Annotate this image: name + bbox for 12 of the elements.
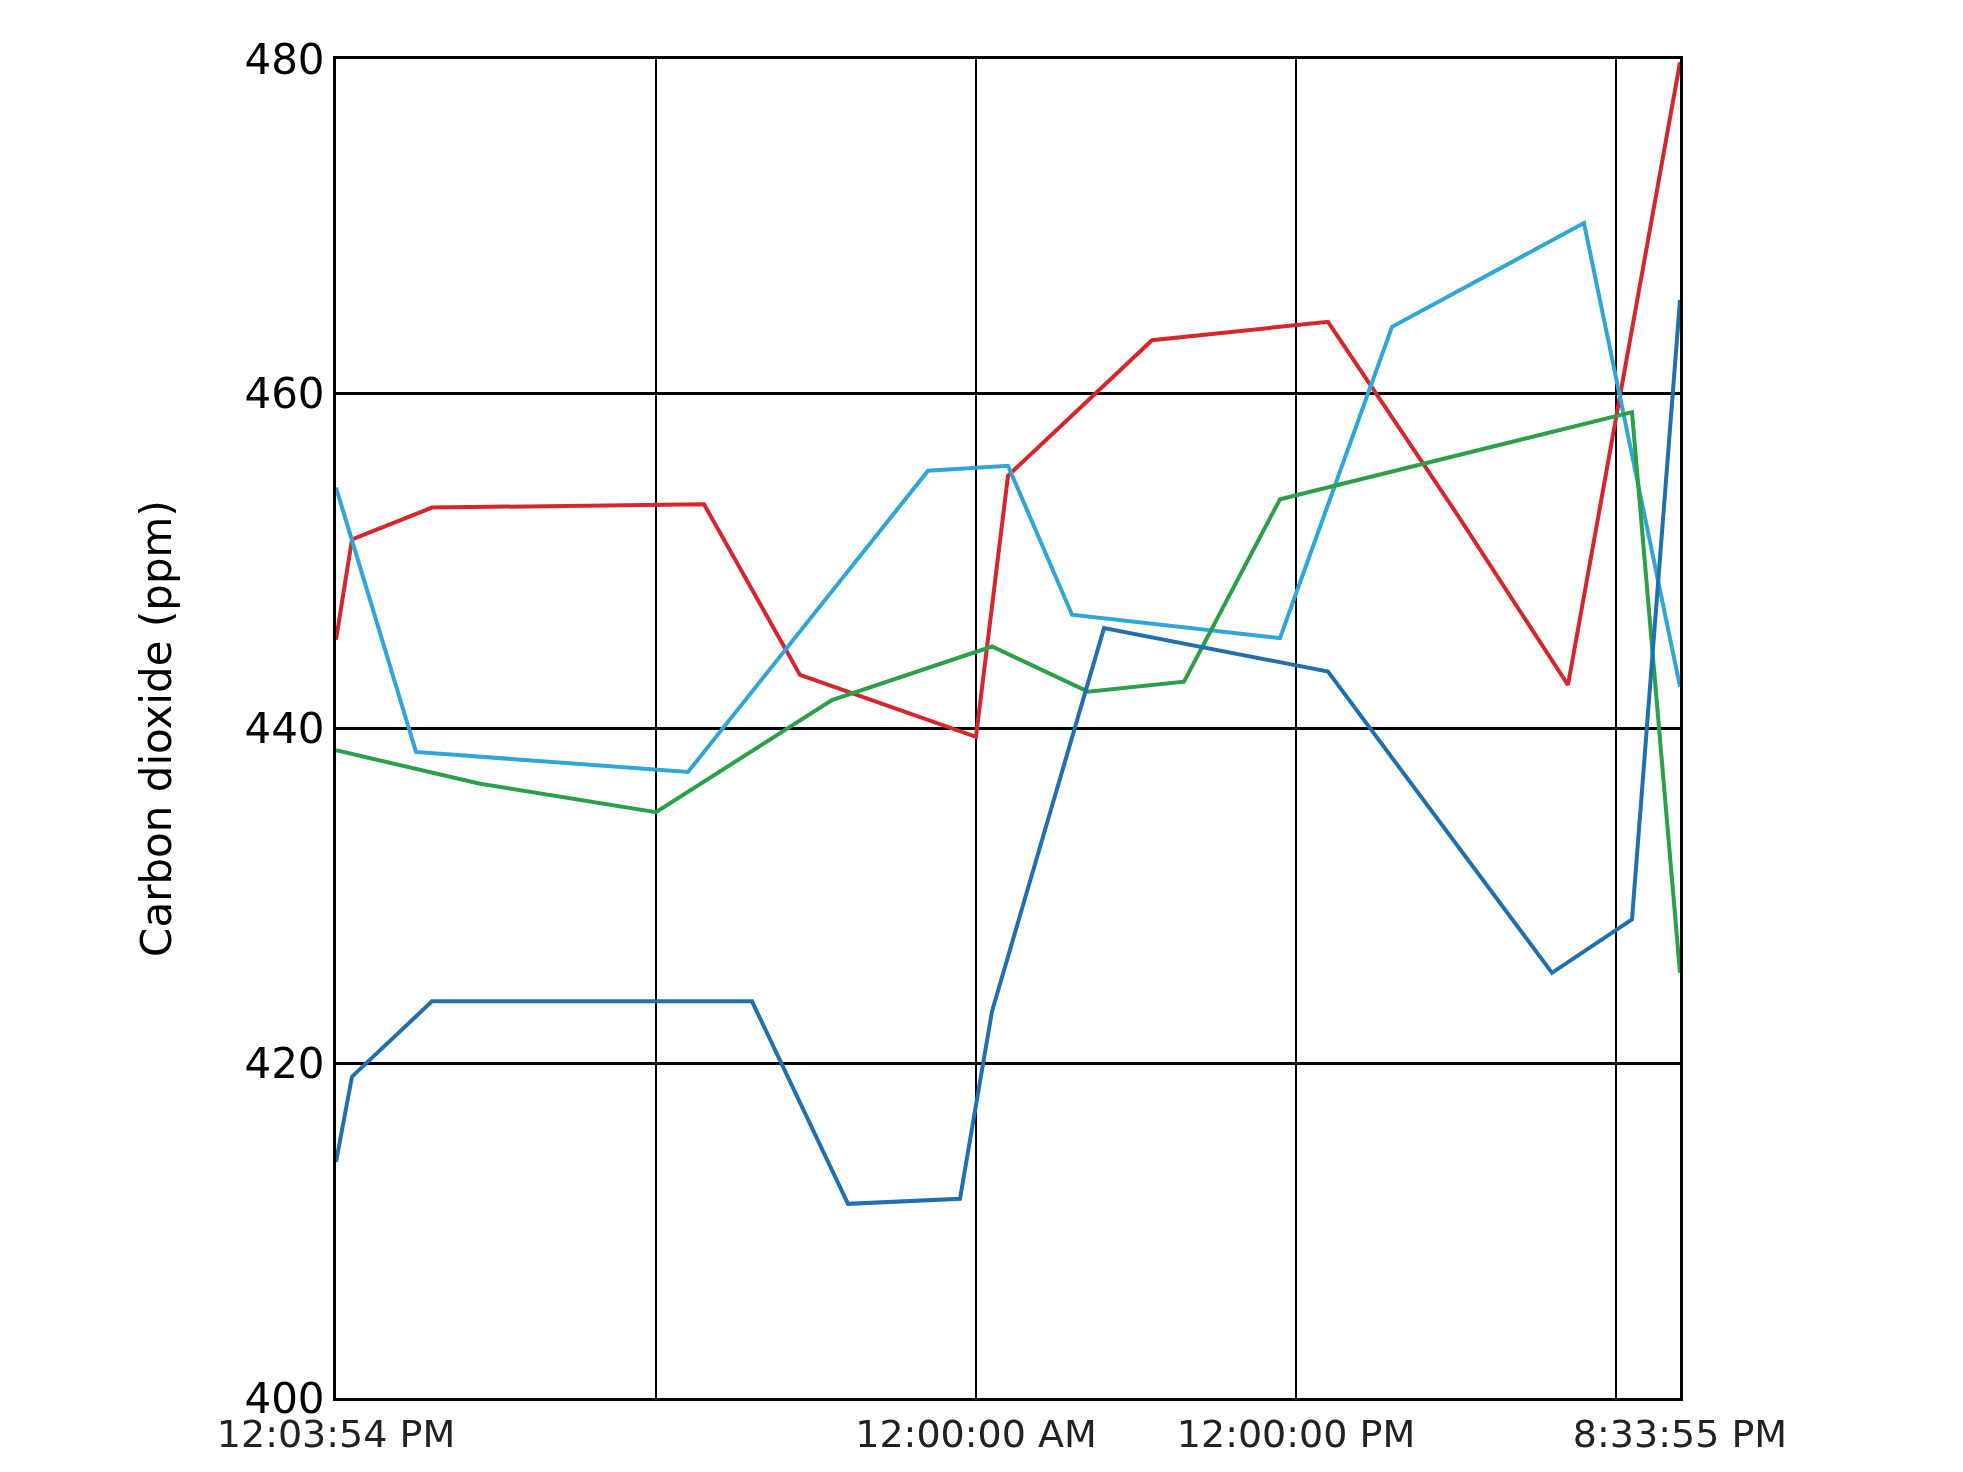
line-series [336, 410, 1680, 975]
x-tick-label: 8:33:55 PM [1572, 1411, 1788, 1456]
line-series [336, 221, 1680, 775]
line-series [336, 298, 1680, 1206]
y-axis-title: Carbon dioxide (ppm) [132, 500, 182, 957]
line-series [336, 60, 1680, 739]
y-tick-label: 440 [244, 704, 325, 754]
y-tick-label: 420 [244, 1038, 325, 1088]
y-tick-label: 480 [244, 34, 325, 84]
x-tick-label: 12:00:00 AM [855, 1411, 1097, 1456]
y-tick-label: 460 [244, 369, 325, 419]
x-tick-label: 12:00:00 PM [1176, 1411, 1416, 1456]
